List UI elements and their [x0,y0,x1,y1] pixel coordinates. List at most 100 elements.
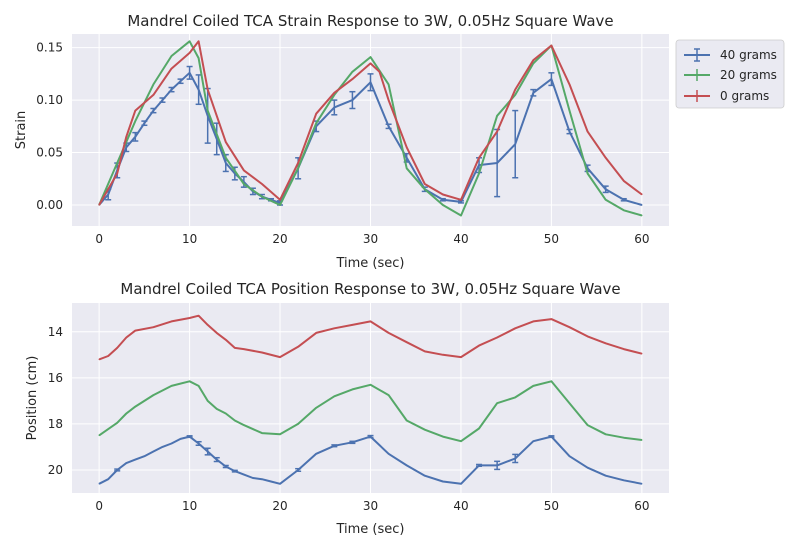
strain-point-20-grams [568,109,571,112]
position-point-40-grams [641,483,643,485]
strain-point-20-grams [188,40,191,42]
position-point-0-grams [550,318,553,320]
strain-point-0-grams [442,193,444,196]
position-point-0-grams [188,317,191,319]
position-point-20-grams [234,419,236,422]
strain-point-0-grams [243,169,245,171]
strain-point-20-grams [279,204,281,206]
position-point-0-grams [478,345,480,347]
position-point-40-grams [623,479,625,481]
strain-point-0-grams [623,180,625,182]
strain-point-0-grams [478,157,480,159]
position-point-20-grams [460,440,462,442]
position-point-40-grams [532,440,534,442]
strain-x-tick-label: 50 [544,232,559,246]
strain-point-20-grams [116,162,118,164]
position-point-20-grams [134,406,136,408]
strain-point-20-grams [424,188,426,190]
position-point-0-grams [225,339,227,341]
position-series-layer [98,314,643,485]
strain-point-0-grams [207,89,209,91]
strain-point-20-grams [225,157,227,159]
strain-point-20-grams [641,214,643,217]
strain-point-0-grams [369,62,372,64]
strain-point-20-grams [207,109,209,112]
position-point-0-grams [532,320,534,323]
position-point-20-grams [478,427,480,430]
strain-point-0-grams [261,183,263,185]
position-point-0-grams [134,330,136,332]
position-point-0-grams [514,327,516,329]
position-point-40-grams [134,459,136,461]
position-x-tick-label: 10 [182,499,197,513]
strain-y-tick-label: 0.15 [36,41,63,55]
strain-point-20-grams [586,172,589,175]
position-point-20-grams [207,400,209,402]
position-point-20-grams [98,434,100,437]
position-point-20-grams [568,402,571,404]
strain-point-0-grams [351,78,354,80]
position-point-0-grams [641,353,643,355]
strain-point-20-grams [369,56,372,58]
strain-x-tick-label: 0 [95,232,103,246]
position-point-0-grams [442,354,444,356]
strain-point-0-grams [605,157,607,159]
position-point-20-grams [198,385,200,387]
position-point-40-grams [252,477,254,479]
strain-tick-labels: 0 10 20 30 40 50 60 0.00 0.05 0.10 0.15 [36,41,649,246]
position-point-20-grams [243,424,245,426]
position-y-tick-label: 14 [48,325,63,339]
position-point-40-grams [442,480,444,483]
position-point-40-grams [270,480,272,483]
position-point-0-grams [623,348,625,350]
position-point-0-grams [279,356,281,358]
position-point-0-grams [234,347,236,349]
strain-point-20-grams [351,71,354,73]
strain-point-0-grams [116,172,118,175]
position-point-20-grams [387,394,390,396]
strain-point-0-grams [586,130,589,133]
position-point-0-grams [586,335,589,337]
strain-series-0-grams [98,40,643,206]
strain-point-0-grams [514,89,516,91]
strain-point-0-grams [125,136,127,138]
strain-point-20-grams [387,83,390,85]
legend-label-40-grams: 40 grams [720,48,777,62]
position-chart: 0 10 20 30 40 50 60 14 16 18 20 Mandrel Coiled TCA… [25,280,669,537]
strain-series-layer [98,40,643,217]
strain-point-0-grams [378,71,381,73]
strain-point-0-grams [198,40,200,42]
legend: 40 grams 20 grams 0 grams [675,39,785,109]
position-x-tick-label: 60 [634,499,649,513]
position-y-axis-label: Position (cm) [25,356,40,441]
position-x-tick-label: 20 [272,499,287,513]
position-point-0-grams [333,327,335,329]
position-point-0-grams [369,320,372,323]
position-point-20-grams [532,385,534,387]
position-point-20-grams [424,429,426,431]
strain-point-0-grams [297,162,299,164]
legend-box [675,39,785,109]
strain-point-20-grams [442,204,444,206]
strain-point-40-grams [641,204,643,206]
strain-point-0-grams [641,193,643,196]
position-point-0-grams [152,326,155,328]
position-y-tick-label: 18 [48,417,63,431]
position-point-20-grams [442,435,444,438]
strain-point-0-grams [279,199,281,201]
position-point-20-grams [261,432,263,434]
position-point-0-grams [315,332,317,334]
strain-point-0-grams [170,68,173,70]
position-x-axis-label: Time (sec) [335,522,404,537]
position-point-0-grams [568,326,571,328]
position-gridlines [72,303,669,493]
position-point-0-grams [424,350,426,352]
position-point-40-grams [406,464,408,466]
strain-point-20-grams [406,167,408,169]
position-point-40-grams [107,478,109,480]
position-point-20-grams [216,408,218,410]
position-y-tick-label: 16 [48,371,63,385]
position-series-0-grams [98,314,643,361]
position-point-0-grams [198,315,200,317]
position-y-tick-label: 20 [48,463,63,477]
